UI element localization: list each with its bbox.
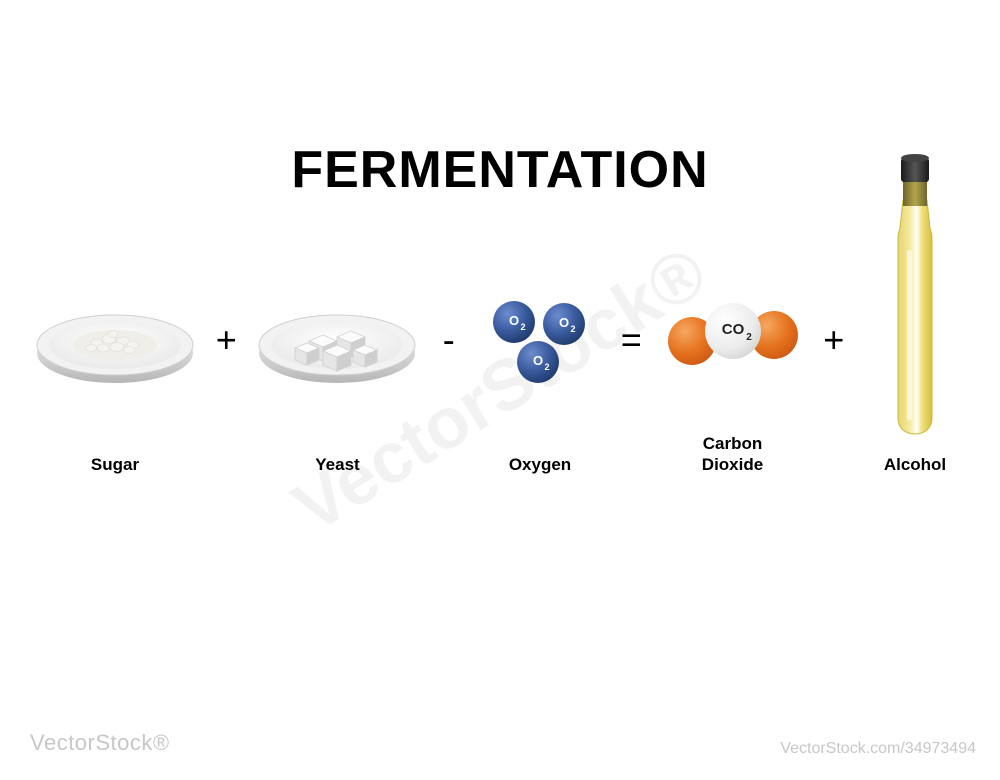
svg-text:2: 2 <box>746 332 752 343</box>
equation-row: Sugar + <box>30 245 970 475</box>
item-oxygen: O 2 O 2 O 2 Oxygen <box>475 245 605 475</box>
label-sugar: Sugar <box>91 454 139 475</box>
op-plus-2: + <box>816 319 852 361</box>
svg-text:O: O <box>559 315 569 330</box>
op-plus-1: + <box>208 319 244 361</box>
watermark-left: VectorStock® <box>30 730 170 756</box>
label-co2: Carbon Dioxide <box>702 433 763 476</box>
label-oxygen: Oxygen <box>509 454 571 475</box>
co2-icon: CO 2 <box>658 245 808 419</box>
op-equals: = <box>613 319 649 361</box>
svg-text:2: 2 <box>520 322 525 332</box>
svg-text:2: 2 <box>570 324 575 334</box>
diagram-title: FERMENTATION <box>0 140 1000 200</box>
alcohol-icon <box>870 150 960 440</box>
svg-text:CO: CO <box>721 321 744 338</box>
item-alcohol: Alcohol <box>860 155 970 475</box>
svg-text:O: O <box>509 313 519 328</box>
item-co2: CO 2 Carbon Dioxide <box>658 245 808 475</box>
sugar-icon <box>33 245 198 440</box>
item-sugar: Sugar <box>30 245 200 475</box>
item-yeast: Yeast <box>253 245 423 475</box>
svg-text:O: O <box>533 353 543 368</box>
yeast-icon <box>255 245 420 440</box>
svg-text:2: 2 <box>544 362 549 372</box>
watermark-right: VectorStock.com/34973494 <box>780 740 976 758</box>
op-minus: - <box>431 319 467 361</box>
oxygen-icon: O 2 O 2 O 2 <box>480 245 600 440</box>
label-yeast: Yeast <box>315 454 359 475</box>
label-alcohol: Alcohol <box>884 454 946 475</box>
